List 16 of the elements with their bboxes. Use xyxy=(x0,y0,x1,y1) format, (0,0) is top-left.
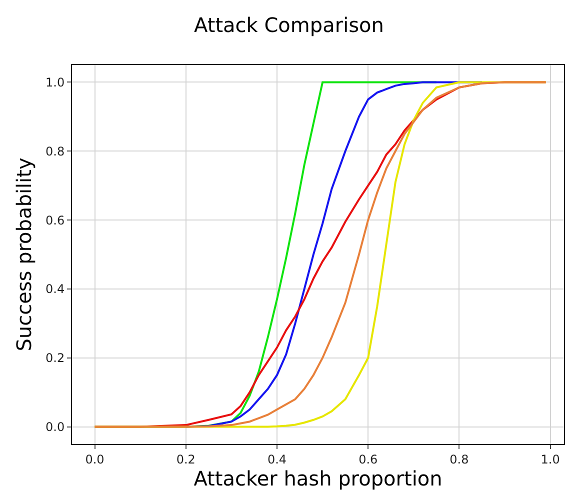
x-tick-label: 0.2 xyxy=(176,452,196,466)
y-tick-label: 0.8 xyxy=(46,144,65,158)
y-axis-title: Success probability xyxy=(12,158,36,352)
y-tick-label: 0.6 xyxy=(46,213,65,228)
x-tick-label: 0.0 xyxy=(85,452,104,466)
y-tick-label: 0.2 xyxy=(46,351,65,366)
y-tick-label: 0.0 xyxy=(46,420,65,434)
chart-title: Attack Comparison xyxy=(194,12,384,37)
x-tick-label: 1.0 xyxy=(540,452,560,466)
x-tick-label: 0.4 xyxy=(267,452,287,466)
line-series xyxy=(94,81,547,428)
x-tick-label: 0.8 xyxy=(450,452,469,466)
y-tick-label: 1.0 xyxy=(46,75,65,90)
x-axis-title: Attacker hash proportion xyxy=(194,466,442,490)
x-tick-label: 0.6 xyxy=(358,452,378,466)
y-tick-label: 0.4 xyxy=(46,282,65,296)
